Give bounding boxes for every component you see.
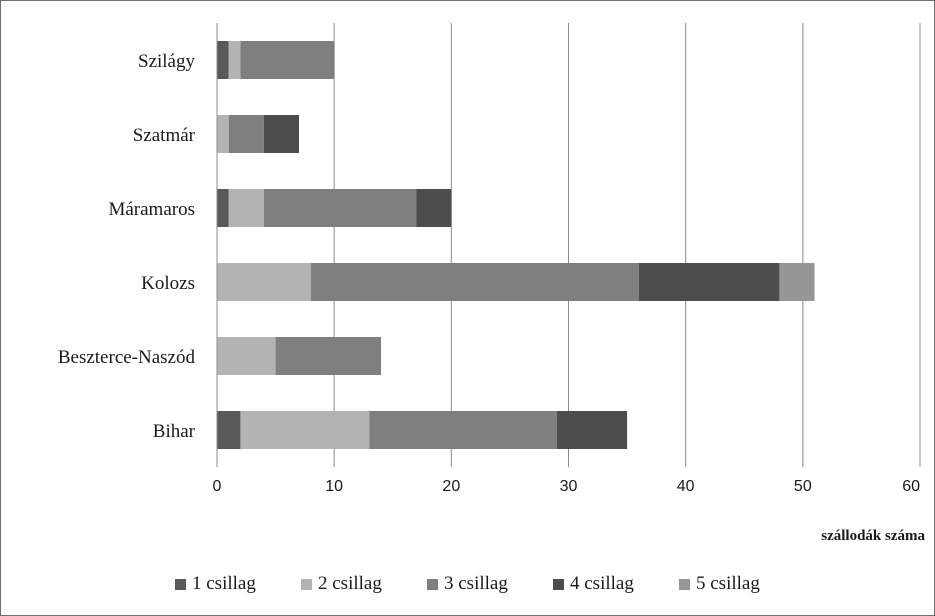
- bar-kolozs-s5: [779, 263, 815, 301]
- bar-bihar-s2: [240, 411, 370, 449]
- bar-beszterce-nasz-d-s2: [217, 337, 276, 375]
- bar-m-ramaros-s1: [217, 189, 229, 227]
- bar-szatm-r-s2: [217, 115, 229, 153]
- bar-kolozs-s4: [638, 263, 780, 301]
- gridlines: [333, 23, 921, 467]
- bar-szil-gy-s1: [217, 41, 229, 79]
- bar-beszterce-nasz-d-s3: [275, 337, 382, 375]
- legend-label-2: 2 csillag: [318, 573, 382, 594]
- legend-swatch-5: [679, 579, 690, 590]
- x-tick-label: 30: [560, 478, 578, 495]
- bar-kolozs-s2: [217, 263, 311, 301]
- bar-bihar-s3: [369, 411, 557, 449]
- legend-swatch-3: [427, 579, 438, 590]
- category-label: Kolozs: [141, 273, 195, 294]
- category-label: Máramaros: [108, 199, 195, 220]
- legend: 1 csillag 2 csillag 3 csillag 4 csillag 5 cs…: [175, 573, 760, 594]
- legend-label-5: 5 csillag: [696, 573, 760, 594]
- x-tick-labels: 0 10 20 30 40 50 60: [213, 478, 921, 495]
- category-label: Szilágy: [138, 51, 195, 72]
- legend-swatch-4: [553, 579, 564, 590]
- bar-szil-gy-s2: [228, 41, 241, 79]
- bar-szatm-r-s3: [228, 115, 264, 153]
- bar-szatm-r-s4: [263, 115, 300, 153]
- x-tick-label: 40: [677, 478, 695, 495]
- category-label: Szatmár: [133, 125, 196, 146]
- legend-label-3: 3 csillag: [444, 573, 508, 594]
- category-label: Beszterce-Naszód: [58, 347, 196, 368]
- category-label: Bihar: [153, 421, 196, 442]
- x-tick-label: 50: [794, 478, 812, 495]
- bar-bihar-s1: [217, 411, 241, 449]
- bars: [217, 41, 815, 449]
- x-axis-title: szállodák száma: [821, 528, 925, 544]
- legend-swatch-2: [301, 579, 312, 590]
- bar-m-ramaros-s3: [263, 189, 417, 227]
- x-tick-label: 10: [325, 478, 343, 495]
- bar-m-ramaros-s4: [416, 189, 452, 227]
- bar-m-ramaros-s2: [228, 189, 264, 227]
- bar-kolozs-s3: [310, 263, 639, 301]
- x-tick-label: 20: [442, 478, 460, 495]
- x-tick-label: 0: [213, 478, 222, 495]
- legend-label-1: 1 csillag: [192, 573, 256, 594]
- bar-szil-gy-s3: [240, 41, 335, 79]
- legend-swatch-1: [175, 579, 186, 590]
- x-tick-label: 60: [902, 478, 920, 495]
- bar-bihar-s4: [556, 411, 628, 449]
- category-labels: Bihar Beszterce-Naszód Kolozs Máramaros Szat…: [58, 51, 196, 442]
- legend-label-4: 4 csillag: [570, 573, 634, 594]
